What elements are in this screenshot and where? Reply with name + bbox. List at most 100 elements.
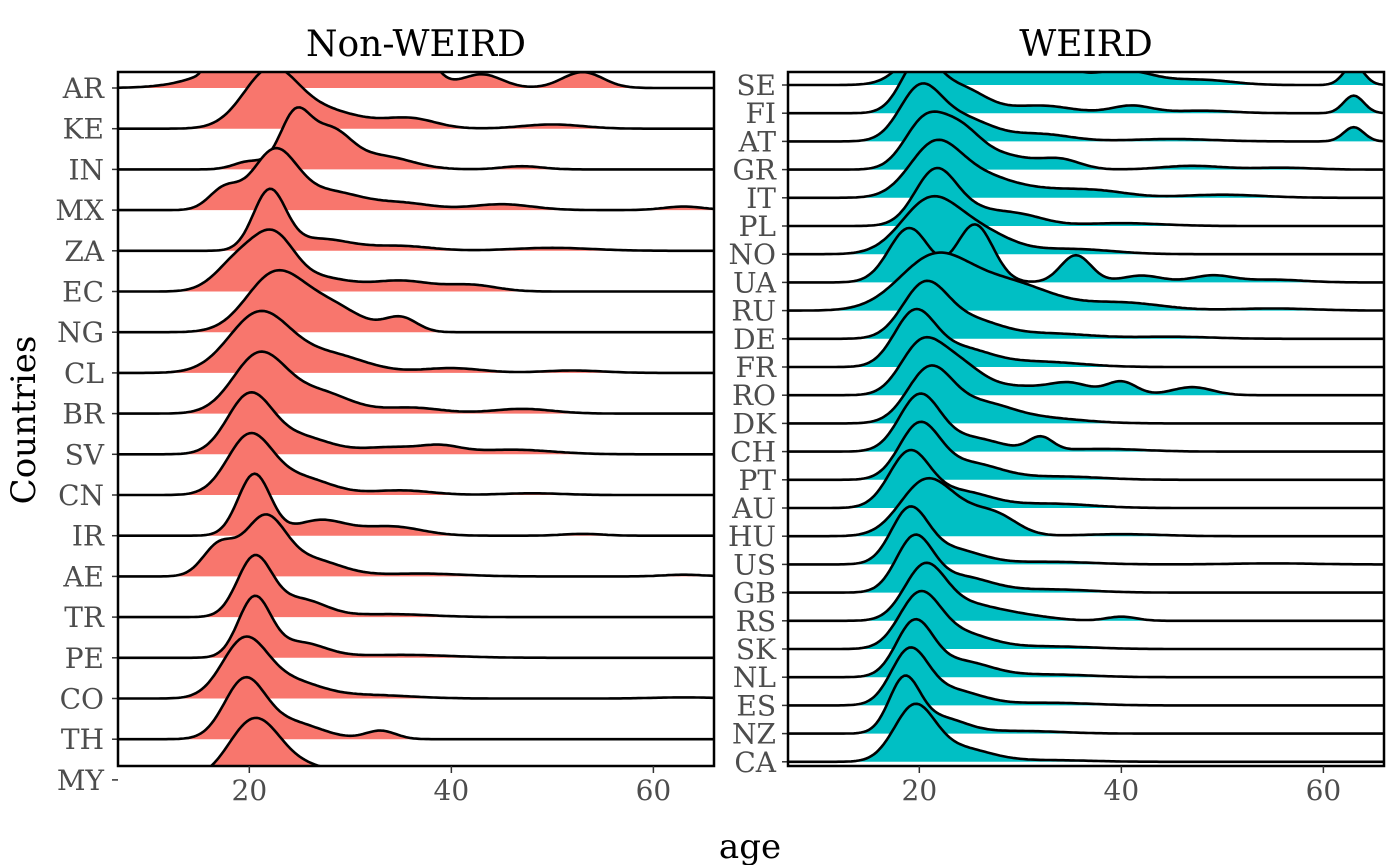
x-tick-label: 20	[232, 774, 268, 807]
panels-group: Non-WEIRD AR KE IN MX ZA EC NG CL BR SV CN IR AE TR PE C…	[55, 24, 1386, 807]
x-tick-label: 20	[902, 774, 938, 807]
ridge-fill-sk	[788, 591, 1384, 649]
y-tick-label: ZA	[64, 235, 104, 268]
ridge-line-no	[788, 194, 1384, 256]
y-tick-label: SE	[736, 69, 776, 102]
x-tick-label: 60	[1306, 774, 1342, 807]
ridge-line-sv	[118, 391, 714, 456]
ridge-sv	[118, 391, 714, 456]
y-tick-label: IR	[72, 520, 105, 553]
y-tick-label: FR	[735, 351, 776, 384]
ridge-line-ch	[788, 392, 1384, 453]
ridge-line-br	[118, 350, 714, 415]
y-axis-title: Countries	[4, 336, 44, 505]
ridge-line-ng	[118, 268, 714, 334]
ridge-fill-pt	[788, 421, 1384, 480]
ridge-line-co	[118, 635, 714, 700]
ridge-line-nz	[788, 674, 1384, 735]
panel-weird: WEIRD SEFIATGRITPLNOUARUDEFRRODKCHPTAUHUU…	[728, 24, 1386, 807]
ridge-fill-ae	[118, 514, 714, 577]
ridge-tr	[118, 553, 714, 619]
ridge-fill-ca	[788, 703, 1384, 762]
y-tick-label: AR	[62, 72, 105, 105]
ridge-fill-cl	[118, 310, 714, 373]
ridge-in	[118, 106, 714, 171]
ridge-us	[788, 505, 1384, 566]
ridge-fill-co	[118, 636, 714, 699]
ridge-ec	[118, 228, 714, 293]
ridge-fill-es	[788, 647, 1384, 706]
ridge-ir	[118, 472, 714, 537]
y-tick-label: BR	[62, 398, 105, 431]
panel-non-weird: Non-WEIRD AR KE IN MX ZA EC NG CL BR SV CN IR AE TR PE C…	[55, 24, 716, 807]
y-tick-label: NL	[733, 661, 776, 694]
ridge-line-za	[118, 187, 714, 253]
ridge-line-mx	[118, 146, 714, 212]
ridge-line-tr	[118, 553, 714, 619]
y-tick-label: FI	[746, 97, 777, 130]
ridge-pt	[788, 420, 1384, 482]
ridge-line-ro	[788, 335, 1384, 397]
ridge-mx	[118, 146, 714, 212]
ridge-line-gb	[788, 533, 1384, 594]
y-tick-label: SV	[65, 438, 105, 471]
ridge-fill-my	[211, 717, 320, 766]
ridge-line-it	[788, 138, 1384, 200]
ridge-fill-in	[118, 107, 714, 170]
ridge-fill-us	[788, 506, 1384, 565]
ridge-line-pl	[788, 166, 1384, 228]
ridge-fill-mx	[118, 148, 714, 211]
ridge-line-in	[118, 106, 714, 171]
ridge-line-hu	[788, 476, 1384, 538]
ridge-line-cl	[118, 309, 714, 375]
y-tick-label: ES	[736, 689, 776, 722]
y-tick-label: EC	[62, 276, 104, 309]
ridge-fill-hu	[788, 478, 1384, 537]
ridge-no	[788, 194, 1384, 256]
y-tick-label: PE	[65, 642, 104, 675]
ridge-fill-sv	[118, 392, 714, 455]
ridge-line-ec	[118, 228, 714, 293]
ridges	[788, 71, 1384, 764]
ridge-line-ke	[118, 71, 714, 130]
ridge-fill-pe	[118, 595, 714, 658]
y-tick-label: TR	[64, 601, 105, 634]
y-tick-label: AT	[738, 125, 777, 158]
y-tick-label: HU	[728, 520, 776, 553]
ridges	[118, 71, 714, 766]
ridge-cl	[118, 309, 714, 375]
y-tick-label: NZ	[732, 718, 776, 751]
ridge-line-th	[118, 675, 714, 741]
x-tick-label: 60	[636, 774, 672, 807]
ridge-nl	[788, 617, 1384, 679]
ridge-fill-nl	[788, 619, 1384, 678]
ridge-line-es	[788, 646, 1384, 707]
ridge-line-de	[788, 279, 1384, 341]
y-tick-label: US	[733, 548, 776, 581]
ridge-fill-ke	[118, 71, 714, 129]
y-tick-label: NO	[729, 238, 776, 271]
ridge-line-ae	[118, 513, 714, 578]
ridge-line-cn	[118, 431, 714, 497]
y-tick-label: CA	[734, 746, 776, 779]
ridge-pe	[118, 594, 714, 660]
ridge-line-ar	[118, 71, 714, 90]
y-tick-label: IN	[68, 153, 104, 186]
y-tick-label: DE	[733, 323, 776, 356]
ridge-es	[788, 646, 1384, 707]
ridge-fill-nz	[788, 675, 1384, 734]
ridge-nz	[788, 674, 1384, 735]
y-tick-label: RO	[732, 379, 776, 412]
ridge-cn	[118, 431, 714, 497]
x-tick-label: 40	[1104, 774, 1140, 807]
ridge-line-ru	[788, 251, 1384, 312]
ridge-sk	[788, 589, 1384, 651]
ridge-co	[118, 635, 714, 700]
ridge-line-nl	[788, 617, 1384, 679]
y-tick-label: PL	[739, 210, 776, 243]
y-tick-label: GB	[733, 577, 776, 610]
ridge-ke	[118, 71, 714, 130]
ridge-fill-ir	[118, 473, 714, 536]
ridge-line-ua	[788, 223, 1384, 284]
